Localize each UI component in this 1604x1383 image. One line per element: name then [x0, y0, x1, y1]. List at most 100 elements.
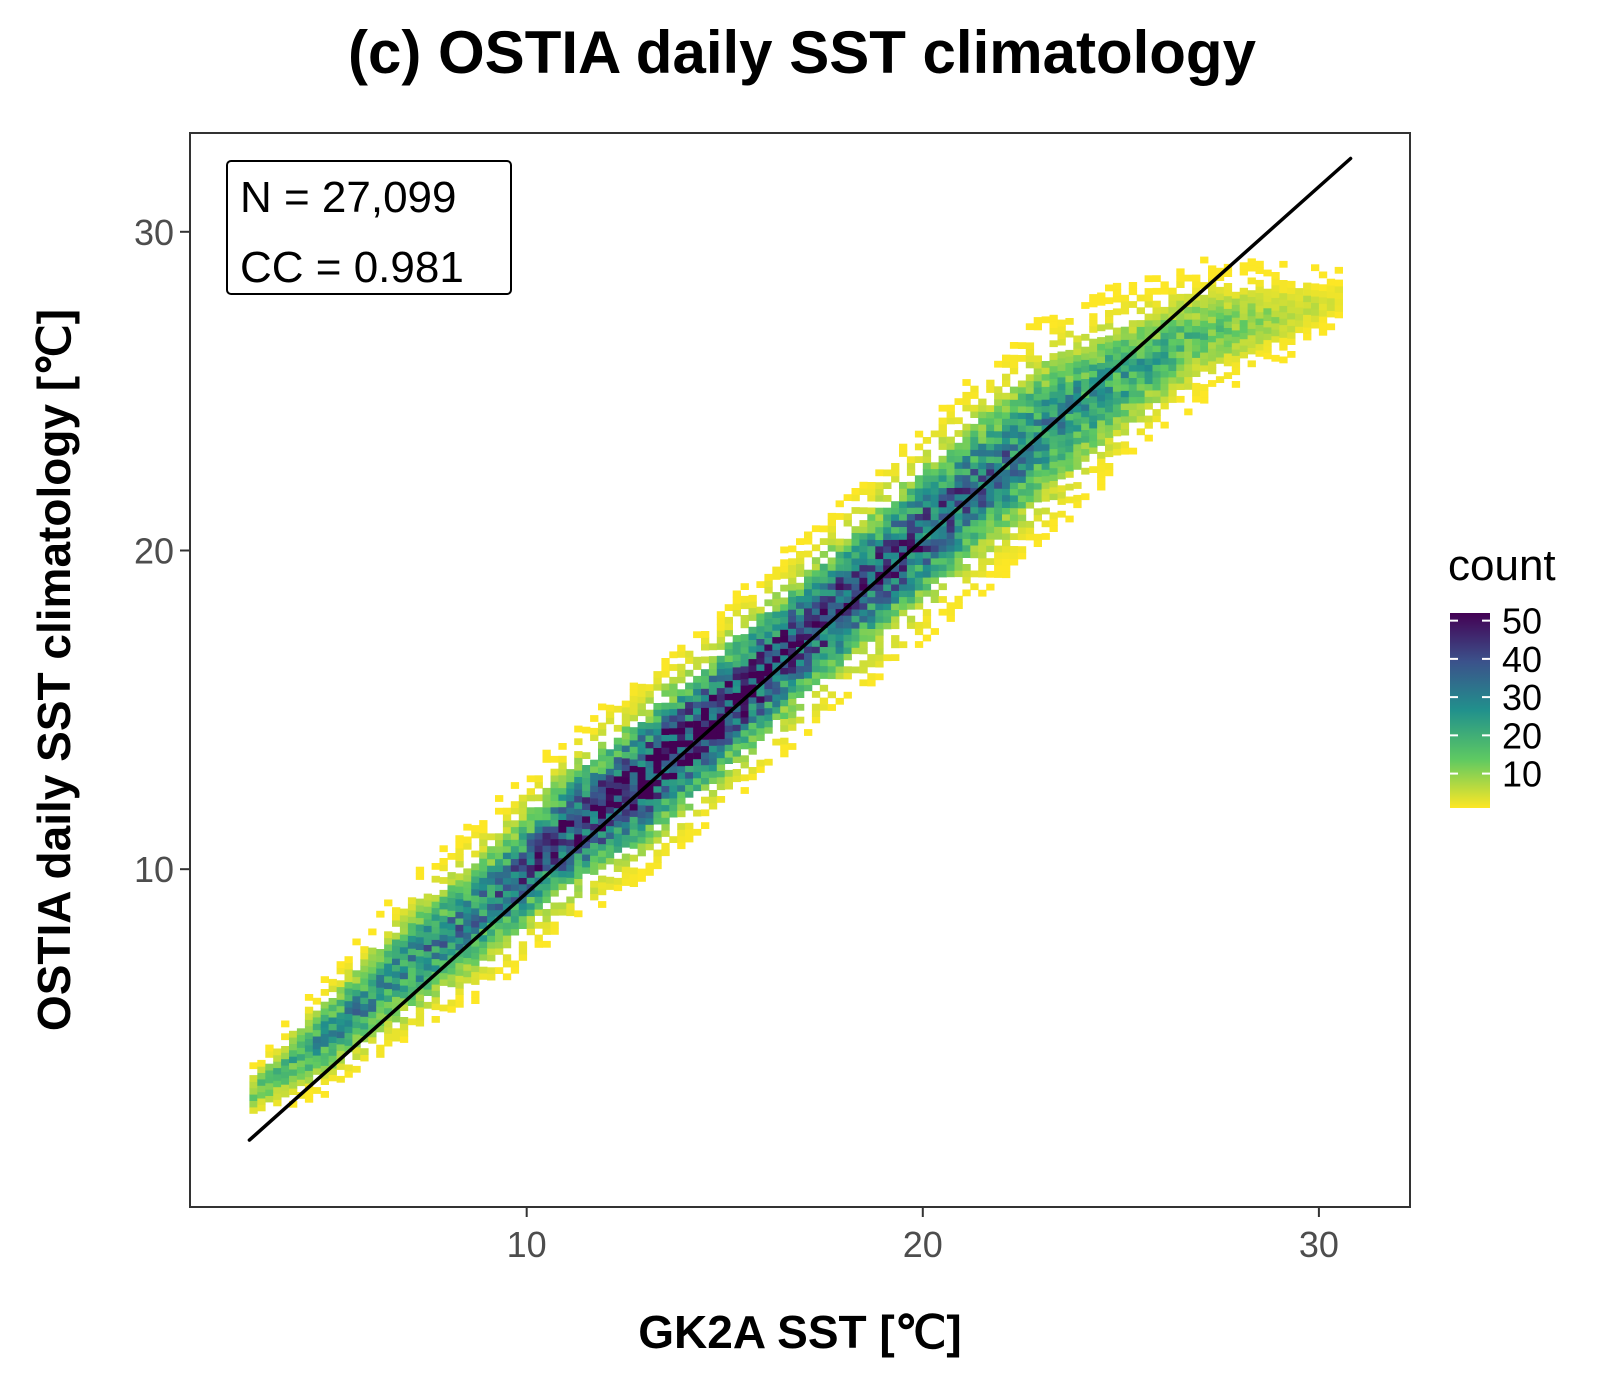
- heatmap-bin: [479, 851, 488, 859]
- heatmap-bin: [502, 807, 512, 815]
- heatmap-bin: [843, 519, 852, 527]
- heatmap-bin: [954, 487, 963, 495]
- heatmap-bin: [780, 610, 789, 617]
- heatmap-bin: [914, 641, 924, 648]
- heatmap-bin: [352, 1065, 361, 1073]
- heatmap-bin: [708, 802, 718, 810]
- heatmap-bin: [1208, 316, 1217, 324]
- heatmap-bin: [534, 909, 543, 916]
- heatmap-bin: [352, 995, 361, 1003]
- heatmap-bin: [550, 921, 559, 929]
- heatmap-bin: [1097, 413, 1106, 421]
- heatmap-bin: [954, 563, 963, 571]
- heatmap-bin: [1017, 469, 1027, 477]
- heatmap-bin: [1112, 378, 1122, 386]
- heatmap-bin: [922, 475, 932, 482]
- heatmap-bin: [368, 985, 377, 993]
- heatmap-bin: [661, 734, 670, 742]
- heatmap-bin: [922, 577, 932, 584]
- heatmap-bin: [392, 913, 401, 921]
- heatmap-bin: [930, 494, 939, 501]
- heatmap-bin: [645, 818, 654, 825]
- heatmap-bin: [360, 1054, 369, 1062]
- heatmap-bin: [320, 1046, 329, 1054]
- heatmap-bin: [1152, 415, 1161, 423]
- heatmap-bin: [906, 596, 916, 604]
- heatmap-bin: [542, 826, 551, 833]
- heatmap-bin: [1120, 294, 1130, 302]
- heatmap-bin: [772, 655, 781, 663]
- heatmap-bin: [526, 794, 535, 802]
- heatmap-bin: [819, 602, 829, 609]
- heatmap-bin: [415, 911, 425, 919]
- heatmap-bin: [859, 679, 868, 687]
- heatmap-bin: [574, 802, 583, 809]
- heatmap-bin: [1295, 294, 1304, 302]
- heatmap-bin: [867, 482, 876, 489]
- heatmap-bin: [986, 583, 995, 591]
- heatmap-bin: [582, 841, 591, 849]
- heatmap-bin: [867, 539, 876, 547]
- heatmap-bin: [1049, 353, 1058, 360]
- heatmap-bin: [1049, 423, 1058, 430]
- heatmap-bin: [392, 977, 401, 985]
- heatmap-bin: [328, 1068, 337, 1075]
- heatmap-bin: [1263, 295, 1272, 302]
- heatmap-bin: [605, 704, 615, 712]
- heatmap-bin: [986, 405, 995, 412]
- heatmap-bin: [764, 714, 773, 721]
- heatmap-bin: [558, 851, 567, 859]
- heatmap-bin: [930, 462, 939, 470]
- heatmap-bin: [724, 642, 733, 650]
- heatmap-bin: [653, 817, 662, 825]
- heatmap-bin: [1144, 345, 1153, 353]
- heatmap-bin: [883, 533, 892, 540]
- heatmap-bin: [605, 762, 615, 769]
- heatmap-bin: [1057, 510, 1066, 518]
- heatmap-bin: [875, 533, 884, 540]
- heatmap-bin: [724, 693, 733, 701]
- heatmap-bin: [962, 513, 971, 520]
- heatmap-bin: [637, 741, 646, 748]
- heatmap-bin: [1073, 431, 1082, 438]
- heatmap-bin: [732, 609, 741, 617]
- heatmap-bin: [724, 757, 733, 764]
- heatmap-bin: [1255, 260, 1264, 268]
- heatmap-bin: [510, 877, 520, 885]
- heatmap-bin: [455, 911, 464, 919]
- heatmap-bin: [764, 580, 773, 588]
- heatmap-bin: [1255, 343, 1264, 351]
- heatmap-bin: [637, 722, 646, 729]
- heatmap-bin: [447, 980, 456, 988]
- heatmap-bin: [693, 720, 702, 728]
- heatmap-bin: [645, 869, 654, 876]
- heatmap-bin: [693, 707, 702, 715]
- heatmap-bin: [463, 970, 472, 978]
- heatmap-bin: [542, 749, 551, 757]
- heatmap-bin: [471, 882, 480, 890]
- heatmap-bin: [1128, 339, 1138, 347]
- heatmap-bin: [914, 564, 924, 572]
- heatmap-bin: [1002, 412, 1011, 419]
- heatmap-bin: [629, 746, 638, 754]
- heatmap-bin: [716, 745, 726, 752]
- heatmap-bin: [906, 532, 916, 540]
- heatmap-bin: [899, 545, 908, 553]
- heatmap-bin: [344, 956, 353, 963]
- heatmap-bin: [1208, 297, 1217, 305]
- heatmap-bin: [875, 616, 884, 623]
- heatmap-bin: [479, 826, 488, 834]
- heatmap-bin: [804, 614, 813, 622]
- heatmap-bin: [645, 696, 654, 704]
- heatmap-bin: [281, 1058, 290, 1066]
- heatmap-bin: [1255, 279, 1264, 287]
- heatmap-bin: [518, 922, 528, 929]
- heatmap-bin: [1231, 323, 1241, 331]
- heatmap-bin: [859, 539, 868, 546]
- heatmap-bin: [883, 597, 892, 604]
- heatmap-bin: [471, 831, 480, 839]
- heatmap-bin: [566, 839, 575, 846]
- heatmap-bin: [1025, 342, 1035, 350]
- heatmap-bin: [1002, 501, 1011, 508]
- heatmap-bin: [685, 720, 694, 728]
